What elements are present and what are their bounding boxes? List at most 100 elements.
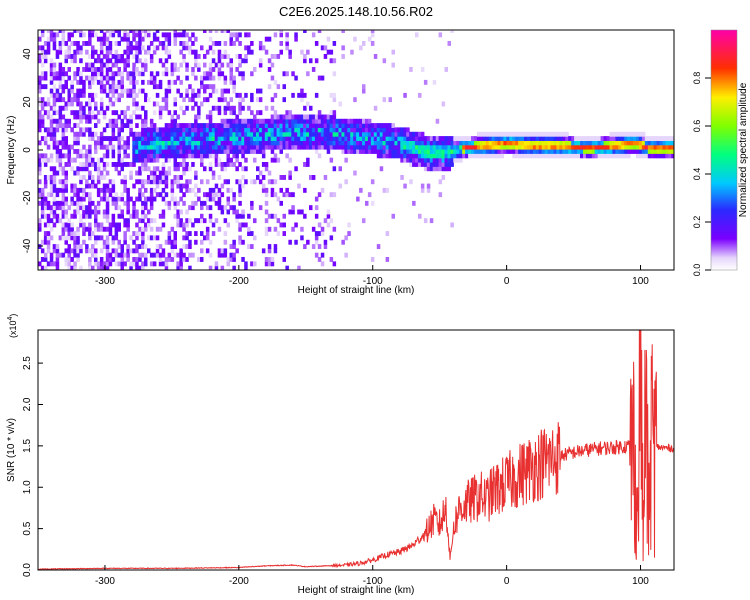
spectrogram-cell <box>102 114 107 120</box>
spectrogram-cell <box>173 196 177 202</box>
spectrogram-cell <box>138 153 142 159</box>
spectrogram-cell <box>524 131 528 137</box>
spectrogram-cell <box>96 162 101 167</box>
spectrogram-cell <box>135 105 139 111</box>
spectrogram-cell <box>550 149 554 154</box>
spectrogram-cell <box>135 265 139 270</box>
spectrogram-cell <box>217 105 222 111</box>
spectrogram-cell <box>235 209 239 215</box>
spectrogram-cell <box>630 140 634 146</box>
spectrogram-cell <box>91 54 95 59</box>
spectrogram-cell <box>341 45 345 51</box>
spectrogram-cell <box>250 118 254 124</box>
spectrogram-cell <box>276 136 281 141</box>
spectrogram-cell <box>264 187 269 193</box>
spectrogram-cell <box>114 41 119 46</box>
spectrogram-cell <box>306 49 310 55</box>
spectrogram-cell <box>43 162 48 167</box>
spectrogram-cell <box>247 213 251 219</box>
spectrogram-cell <box>279 41 283 46</box>
spectrogram-cell <box>73 140 77 146</box>
spectrogram-cell <box>594 136 599 141</box>
spectrogram-cell <box>147 235 151 241</box>
spectrogram-cell <box>43 252 48 258</box>
spectrogram-cell <box>43 71 48 77</box>
spectrogram-cell <box>144 261 148 267</box>
spectrogram-cell <box>85 153 89 159</box>
spectrogram-cell <box>273 131 278 137</box>
spectrogram-cell <box>412 162 416 167</box>
spectrogram-cell <box>291 118 295 124</box>
spectrogram-cell <box>344 118 348 124</box>
spectrogram-cell <box>270 131 275 137</box>
spectrogram-cell <box>158 170 163 176</box>
spectrogram-cell <box>167 257 172 262</box>
spectrogram-cell <box>500 149 504 154</box>
spectrogram-cell <box>441 101 446 107</box>
spectrogram-cell <box>232 162 236 167</box>
spectrogram-cell <box>158 84 163 90</box>
spectrogram-cell <box>258 205 263 211</box>
spectrogram-cell <box>532 153 537 159</box>
spectrogram-cell <box>294 239 298 245</box>
spectrogram-cell <box>52 36 57 42</box>
spectrogram-cell <box>82 209 86 215</box>
spectrogram-cell <box>61 84 66 90</box>
spectrogram-cell <box>52 244 57 249</box>
spectrogram-cell <box>126 218 130 224</box>
spectrogram-cell <box>633 136 637 141</box>
spectrogram-cell <box>618 144 622 150</box>
spectrogram-cell <box>556 140 560 146</box>
spectrogram-cell <box>385 149 390 154</box>
spectrogram-cell <box>132 75 136 81</box>
spectrogram-cell <box>108 140 113 146</box>
spectrogram-cell <box>332 166 337 172</box>
spectrogram-cell <box>553 153 557 159</box>
spectrogram-cell <box>306 114 310 120</box>
spectrogram-cell <box>630 136 634 141</box>
spectrogram-cell <box>132 213 136 219</box>
spectrogram-cell <box>288 192 292 198</box>
spectrogram-y-tick-label: 0 <box>22 147 33 153</box>
spectrogram-cell <box>141 235 145 241</box>
spectrogram-cell <box>232 209 236 215</box>
spectrogram-cell <box>67 226 71 232</box>
spectrogram-cell <box>300 226 304 232</box>
spectrogram-cell <box>108 192 113 198</box>
spectrogram-cell <box>46 248 51 254</box>
spectrogram-cell <box>161 136 166 141</box>
spectrogram-cell <box>208 239 213 245</box>
spectrogram-cell <box>291 131 295 137</box>
spectrogram-cell <box>43 213 48 219</box>
spectrogram-cell <box>391 62 395 68</box>
spectrogram-cell <box>241 209 245 215</box>
spectrogram-cell <box>538 149 543 154</box>
spectrogram-cell <box>211 105 216 111</box>
spectrogram-cell <box>200 149 204 154</box>
spectrogram-cell <box>129 213 133 219</box>
spectrogram-cell <box>261 248 266 254</box>
spectrogram-cell <box>135 196 139 202</box>
spectrogram-cell <box>367 131 372 137</box>
spectrogram-cell <box>94 257 98 262</box>
spectrogram-cell <box>341 131 345 137</box>
spectrogram-cell <box>73 170 77 176</box>
spectrogram-cell <box>170 123 175 128</box>
spectrogram-cell <box>120 79 124 85</box>
spectrogram-cell <box>267 131 272 137</box>
spectrogram-cell <box>88 209 92 215</box>
spectrogram-cell <box>49 32 54 38</box>
spectrogram-cell <box>311 123 316 128</box>
spectrogram-cell <box>185 144 189 150</box>
spectrogram-cell <box>285 127 289 133</box>
spectrogram-cell <box>641 149 646 154</box>
spectrogram-cell <box>659 144 663 150</box>
spectrogram-cell <box>420 153 425 159</box>
spectrogram-cell <box>382 131 387 137</box>
spectrogram-cell <box>76 131 80 137</box>
spectrogram-cell <box>85 209 89 215</box>
spectrogram-cell <box>638 140 643 146</box>
spectrogram-cell <box>494 136 499 141</box>
spectrogram-cell <box>621 153 625 159</box>
spectrogram-cell <box>144 200 148 206</box>
